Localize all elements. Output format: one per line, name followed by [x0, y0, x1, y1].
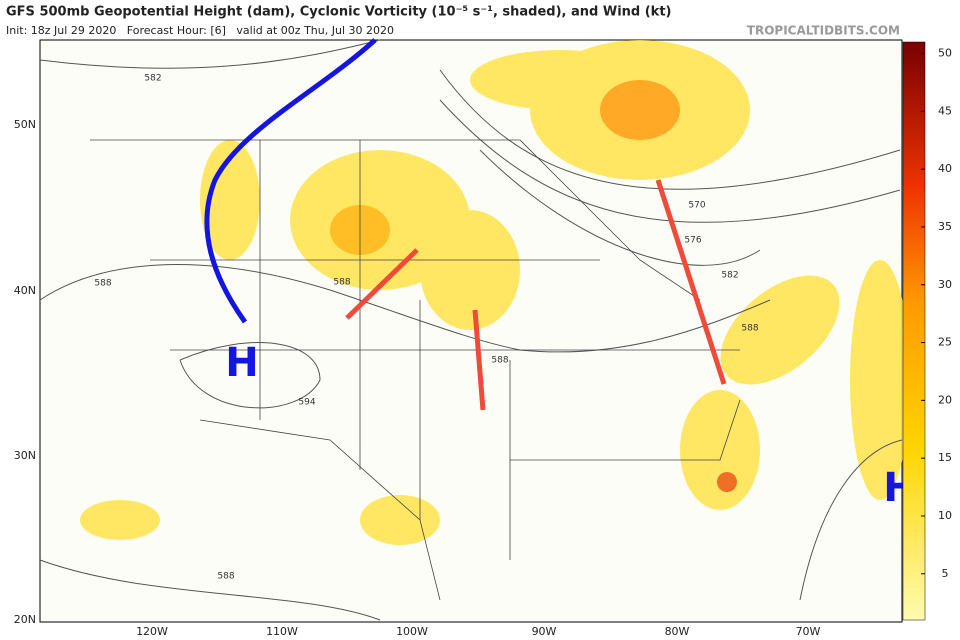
lon-label: 110W [266, 625, 298, 638]
colorbar-tick-label: 40 [938, 162, 952, 175]
vorticity-shading [80, 40, 910, 545]
colorbar-tick-label: 30 [938, 278, 952, 291]
lon-label: 120W [136, 625, 168, 638]
lat-label: 40N [14, 284, 36, 297]
contour-label: 588 [741, 324, 758, 334]
lat-label: 50N [14, 118, 36, 131]
colorbar-tick-label: 50 [938, 47, 952, 60]
ridge-axis [204, 38, 377, 324]
colorbar-tick-label: 5 [942, 567, 949, 580]
contour-label: 588 [491, 356, 508, 366]
contour-label: 582 [144, 74, 161, 84]
lon-label: 90W [532, 625, 557, 638]
lon-label: 100W [396, 625, 428, 638]
colorbar-tick-label: 15 [938, 451, 952, 464]
contour-label: 588 [94, 279, 111, 289]
colorbar-scale [902, 41, 926, 621]
contour-label: 588 [333, 278, 350, 288]
contour-label: 594 [298, 398, 315, 408]
subtitle: Init: 18z Jul 29 2020 Forecast Hour: [6]… [6, 24, 394, 37]
lat-label: 20N [14, 613, 36, 626]
contour-label: 582 [721, 271, 738, 281]
trough-axes [345, 179, 727, 411]
colorbar-tick-label: 20 [938, 393, 952, 406]
lon-label: 70W [796, 625, 821, 638]
contour-label: 588 [217, 572, 234, 582]
contour-label: 576 [684, 236, 701, 246]
lat-label: 30N [14, 449, 36, 462]
title: GFS 500mb Geopotential Height (dam), Cyc… [6, 5, 672, 20]
high-pressure-label: H [225, 340, 258, 386]
colorbar-tick-label: 35 [938, 220, 952, 233]
credit: TROPICALTIDBITS.COM [747, 24, 900, 38]
colorbar-tick-label: 25 [938, 336, 952, 349]
colorbar: 5 10 15 20 25 30 35 40 45 50 [902, 41, 952, 621]
map: 50N 40N 30N 20N 120W 110W 100W 90W 80W 70W 582 588 5… [14, 38, 917, 638]
colorbar-tick-label: 10 [938, 509, 952, 522]
contour-label: 570 [688, 201, 705, 211]
height-contours [39, 39, 903, 621]
colorbar-tick-label: 45 [938, 104, 952, 117]
lon-label: 80W [665, 625, 690, 638]
